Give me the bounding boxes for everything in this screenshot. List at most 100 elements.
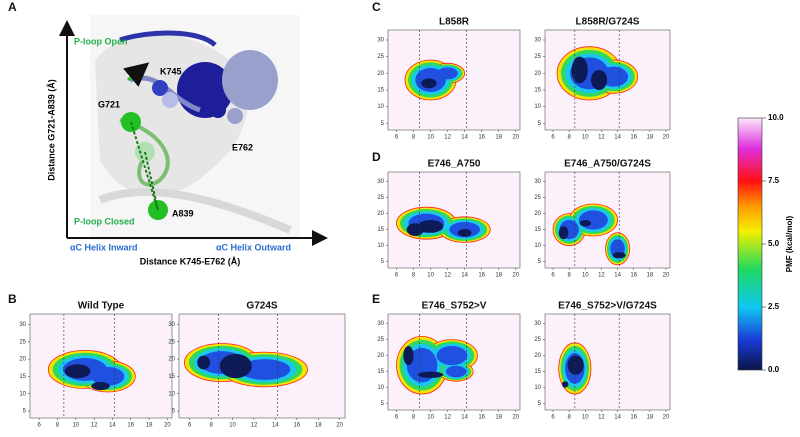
y-tick-label: 5 xyxy=(538,401,542,407)
pmf-contour xyxy=(437,67,458,80)
pmf-minimum xyxy=(197,355,211,370)
axis-label: Distance K745-E762 (Å) xyxy=(140,256,241,266)
y-tick-label: 5 xyxy=(381,401,385,407)
y-tick-label: 25 xyxy=(168,339,175,345)
plot-title: Wild Type xyxy=(78,301,125,312)
annotation: αC Helix Outward xyxy=(216,242,291,252)
y-tick-label: 10 xyxy=(377,104,384,110)
y-tick-label: 20 xyxy=(534,353,541,359)
pmf-contour xyxy=(91,367,125,386)
pmf-minimum xyxy=(91,381,110,391)
pmf-minimum xyxy=(558,226,569,240)
y-tick-label: 25 xyxy=(377,195,384,201)
x-tick-label: 14 xyxy=(614,273,621,279)
annotation: P-loop Closed xyxy=(74,216,135,226)
y-tick-label: 5 xyxy=(538,259,542,265)
x-tick-label: 20 xyxy=(336,423,343,429)
y-tick-label: 5 xyxy=(381,259,385,265)
pmf-minimum xyxy=(561,381,569,388)
x-tick-label: 18 xyxy=(146,423,153,429)
pmf-landscape xyxy=(558,342,592,395)
colorbar-tick-label: 7.5 xyxy=(768,176,780,185)
y-tick-label: 25 xyxy=(377,337,384,343)
pmf-landscape xyxy=(396,336,478,395)
y-tick-label: 5 xyxy=(538,121,542,127)
x-tick-label: 8 xyxy=(568,273,572,279)
x-tick-label: 6 xyxy=(188,423,192,429)
x-tick-label: 6 xyxy=(395,273,399,279)
x-tick-label: 12 xyxy=(251,423,258,429)
y-tick-label: 30 xyxy=(168,322,175,328)
x-tick-label: 10 xyxy=(582,273,589,279)
colorbar-tick-label: 10.0 xyxy=(768,113,784,122)
plot-title: G724S xyxy=(246,301,277,312)
colorbar-tick-label: 0.0 xyxy=(768,365,780,374)
x-tick-label: 12 xyxy=(444,415,451,421)
x-tick-label: 10 xyxy=(427,273,434,279)
x-tick-label: 10 xyxy=(582,415,589,421)
x-tick-label: 6 xyxy=(395,135,399,141)
y-tick-label: 30 xyxy=(534,321,541,327)
y-tick-label: 5 xyxy=(23,409,27,415)
structure-illustration xyxy=(90,15,300,240)
pmf-minimum xyxy=(612,252,626,259)
x-tick-label: 8 xyxy=(568,135,572,141)
x-tick-label: 14 xyxy=(614,415,621,421)
pmf-minimum xyxy=(579,220,591,227)
annotation: P-loop Open xyxy=(74,36,128,46)
y-tick-label: 10 xyxy=(377,243,384,249)
annotation: αC Helix Inward xyxy=(70,242,138,252)
x-tick-label: 20 xyxy=(512,273,519,279)
plot-title: E746_A750/G724S xyxy=(564,159,651,170)
y-tick-label: 25 xyxy=(534,54,541,60)
y-tick-label: 15 xyxy=(534,88,541,94)
y-tick-label: 25 xyxy=(534,337,541,343)
y-tick-label: 20 xyxy=(168,357,175,363)
y-tick-label: 20 xyxy=(534,211,541,217)
x-tick-label: 6 xyxy=(395,415,399,421)
x-tick-label: 18 xyxy=(646,273,653,279)
y-tick-label: 15 xyxy=(168,374,175,380)
x-tick-label: 12 xyxy=(598,415,605,421)
x-tick-label: 6 xyxy=(37,423,41,429)
x-tick-label: 18 xyxy=(315,423,322,429)
pmf-contour xyxy=(436,346,468,366)
x-tick-label: 14 xyxy=(272,423,279,429)
x-tick-label: 12 xyxy=(444,273,451,279)
pmf-minimum xyxy=(567,355,584,375)
y-tick-label: 30 xyxy=(377,179,384,185)
x-tick-label: 18 xyxy=(495,273,502,279)
x-tick-label: 16 xyxy=(478,415,485,421)
x-tick-label: 14 xyxy=(461,135,468,141)
x-tick-label: 14 xyxy=(461,415,468,421)
x-tick-label: 10 xyxy=(582,135,589,141)
residue-label: A839 xyxy=(172,208,194,218)
residue-label: G721 xyxy=(98,99,120,109)
x-tick-label: 12 xyxy=(91,423,98,429)
x-tick-label: 10 xyxy=(72,423,79,429)
x-tick-label: 16 xyxy=(127,423,134,429)
y-tick-label: 10 xyxy=(534,243,541,249)
x-tick-label: 16 xyxy=(478,273,485,279)
x-tick-label: 16 xyxy=(630,415,637,421)
x-tick-label: 20 xyxy=(512,415,519,421)
y-tick-label: 30 xyxy=(534,38,541,44)
y-tick-label: 25 xyxy=(377,54,384,60)
x-tick-label: 12 xyxy=(598,273,605,279)
y-tick-label: 10 xyxy=(377,385,384,391)
y-tick-label: 15 xyxy=(377,88,384,94)
y-tick-label: 30 xyxy=(377,321,384,327)
x-tick-label: 8 xyxy=(412,415,416,421)
y-tick-label: 5 xyxy=(172,409,176,415)
pmf-minimum xyxy=(64,364,91,379)
axis-label: Distance G721-A839 (Å) xyxy=(46,79,56,181)
plot-title: L858R/G724S xyxy=(576,17,640,28)
y-tick-label: 20 xyxy=(534,71,541,77)
plot-title: E746_S752>V xyxy=(422,301,487,312)
colorbar xyxy=(737,117,763,371)
x-tick-label: 16 xyxy=(478,135,485,141)
x-tick-label: 16 xyxy=(630,273,637,279)
pmf-minimum xyxy=(590,70,608,90)
x-tick-label: 8 xyxy=(209,423,213,429)
x-tick-label: 6 xyxy=(551,273,555,279)
